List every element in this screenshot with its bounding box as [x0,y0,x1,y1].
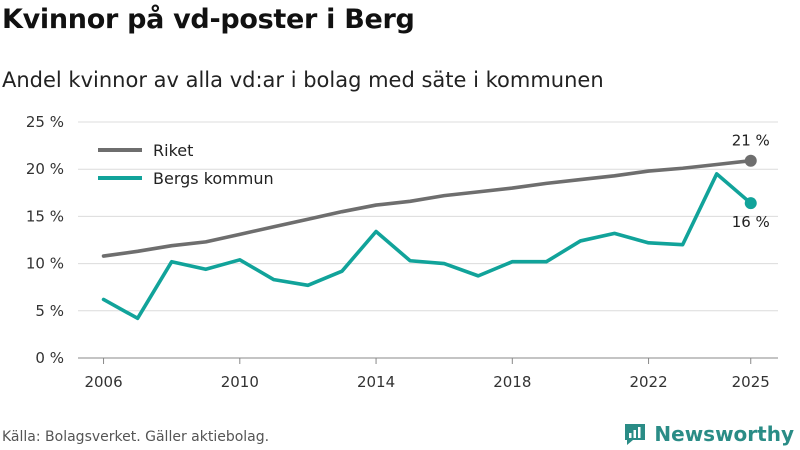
x-tick-label: 2010 [221,373,259,391]
y-tick-label: 5 % [35,302,64,320]
line-chart: 0 % 5 % 10 % 15 % 20 % 25 % 2006 2010 2014 2018 20… [26,113,778,391]
legend-label-riket: Riket [153,141,193,160]
legend-label-bergs-kommun: Bergs kommun [153,169,274,188]
brand-logo: Newsworthy [622,420,794,448]
legend: Riket Bergs kommun [98,141,274,188]
y-tick-label: 25 % [26,113,64,131]
end-label-bergs-kommun: 16 % [732,213,770,231]
x-tick-label: 2018 [493,373,531,391]
series-line-bergs-kommun [101,172,753,321]
x-tick-label: 2022 [629,373,667,391]
source-note: Källa: Bolagsverket. Gäller aktiebolag. [2,429,270,445]
x-tick-label: 2025 [732,373,770,391]
y-tick-label: 15 % [26,207,64,225]
x-tick-label: 2006 [84,373,122,391]
series-lines: 21 % 16 % [101,132,770,321]
newsworthy-logo-icon [625,424,646,445]
brand-name: Newsworthy [654,422,794,446]
series-line-riket [101,158,753,258]
end-point-riket [744,154,757,167]
end-point-bergs-kommun [744,197,757,210]
y-tick-label: 10 % [26,255,64,273]
y-tick-label: 20 % [26,160,64,178]
axes: 0 % 5 % 10 % 15 % 20 % 25 % 2006 2010 2014 2018 20… [26,113,770,391]
chart-subtitle: Andel kvinnor av alla vd:ar i bolag med … [2,68,604,92]
y-tick-label: 0 % [35,349,64,367]
chart-title: Kvinnor på vd-poster i Berg [2,4,415,35]
end-label-riket: 21 % [732,132,770,150]
x-tick-label: 2014 [357,373,395,391]
